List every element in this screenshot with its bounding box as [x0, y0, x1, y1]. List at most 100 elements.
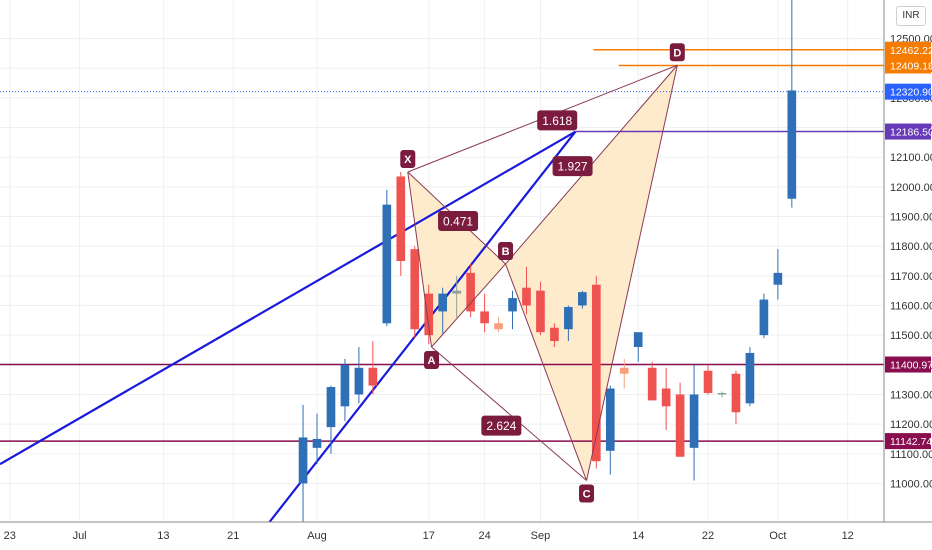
horizontal-levels	[0, 49, 884, 442]
pattern-triangle-xab	[407, 172, 506, 348]
ratio-badge	[552, 156, 593, 177]
candle-body	[675, 394, 685, 457]
ratio-badge	[438, 210, 479, 231]
candle-body	[354, 367, 364, 395]
candle-body	[410, 249, 420, 330]
candle-body	[466, 272, 475, 312]
price-tick-label: 11700.00	[890, 271, 932, 283]
price-tick-label: 11800.00	[890, 241, 932, 253]
support-1-tag	[885, 433, 931, 450]
time-axis: 23 Jul 13 21 Aug 17 24 Sep 14 22 Oct 12	[0, 521, 932, 550]
time-tick-label: Jul	[73, 530, 87, 542]
candle-body	[564, 306, 573, 330]
candle-body	[536, 290, 545, 333]
candle-body	[508, 298, 517, 312]
time-tick-label: 12	[842, 530, 854, 542]
level-orange-1-tag-label: 12409.18	[890, 60, 932, 72]
point-badge-B	[498, 241, 514, 260]
candle-body	[703, 370, 713, 393]
candle-body	[438, 293, 448, 312]
trendline-1	[0, 130, 576, 466]
ratio-label: 1.927	[558, 160, 588, 174]
ratio-badge	[481, 415, 522, 436]
currency-badge[interactable]: INR	[896, 6, 926, 26]
level-purple-tag	[885, 123, 931, 140]
price-tick-label: 12000.00	[890, 182, 932, 194]
point-badge-C	[579, 484, 595, 503]
resistance-1-tag-label: 11400.97	[890, 360, 932, 372]
price-tick-label: 11600.00	[890, 300, 932, 312]
candle-body	[633, 332, 643, 348]
point-label-A: A	[428, 355, 436, 367]
time-tick-label: Oct	[769, 530, 786, 542]
level-orange-2-tag-label: 12462.22	[890, 45, 932, 57]
time-tick-label: Aug	[307, 530, 327, 542]
point-badge-A	[424, 351, 440, 370]
pattern-line-xa	[407, 171, 433, 348]
candle-body	[619, 367, 629, 374]
pattern-labels: X A B C D 1.618 0.471 1.927 2.624	[400, 43, 685, 503]
ratio-label: 2.624	[486, 419, 516, 433]
price-tick-label: 11300.00	[890, 389, 932, 401]
candle-body	[494, 323, 503, 330]
candle-body	[731, 373, 741, 413]
candle-body	[298, 437, 308, 484]
pattern-line-cd	[586, 65, 678, 481]
candle-body	[480, 311, 489, 324]
trendlines	[0, 130, 577, 523]
last-price-tag	[885, 83, 931, 100]
level-orange-2-tag	[885, 41, 931, 58]
point-label-D: D	[673, 47, 681, 59]
pattern-line-bc	[505, 263, 588, 481]
time-tick-label: 17	[423, 530, 435, 542]
candle-body	[396, 176, 406, 261]
price-tick-label: 12100.00	[890, 152, 932, 164]
ratio-badge	[537, 110, 578, 131]
time-tick-label: 22	[702, 530, 714, 542]
ratio-label: 1.618	[542, 114, 572, 128]
time-tick-label: 24	[478, 530, 490, 542]
candle-body	[550, 327, 559, 342]
time-tick-label: Sep	[531, 530, 551, 542]
level-purple-tag-label: 12186.50	[890, 127, 932, 139]
trendline-2	[268, 131, 577, 523]
candle-body	[647, 367, 657, 401]
candle-body	[661, 388, 671, 407]
time-tick-label: 14	[632, 530, 644, 542]
candle-body	[605, 388, 615, 451]
candle-body	[689, 394, 699, 448]
candle-body	[326, 387, 336, 428]
time-axis-background	[0, 522, 932, 550]
point-label-B: B	[502, 246, 510, 258]
candle-body	[759, 299, 769, 336]
candle-body	[773, 272, 783, 285]
price-tick-label: 11000.00	[890, 478, 932, 490]
time-tick-label: 13	[157, 530, 169, 542]
candle-body	[340, 364, 350, 407]
point-badge-X	[400, 150, 416, 169]
price-axis: 11000.0011100.0011200.0011300.0011400.00…	[883, 0, 932, 550]
candle-body	[382, 204, 392, 324]
candle-body	[368, 367, 378, 386]
candle-body	[578, 292, 587, 306]
support-1-tag-label: 11142.74	[890, 436, 932, 448]
candle-body	[591, 284, 601, 462]
price-tick-label: 11100.00	[890, 449, 932, 461]
price-tick-label: 11200.00	[890, 419, 932, 431]
time-tick-label: 21	[227, 530, 239, 542]
price-tick-label: 11500.00	[890, 330, 932, 342]
pattern-line-ac	[431, 346, 587, 481]
candle-body	[717, 392, 727, 395]
pattern-triangle-bcd	[505, 65, 678, 481]
candle-body	[424, 293, 434, 336]
price-tick-label: 11900.00	[890, 212, 932, 224]
candlesticks	[298, 0, 797, 537]
candle-body	[745, 352, 755, 404]
point-label-C: C	[583, 488, 591, 500]
resistance-1-tag	[885, 356, 931, 373]
candle-body	[522, 287, 531, 306]
point-badge-D	[669, 43, 685, 62]
candle-body	[452, 290, 461, 294]
harmonic-pattern-lines	[407, 64, 678, 481]
